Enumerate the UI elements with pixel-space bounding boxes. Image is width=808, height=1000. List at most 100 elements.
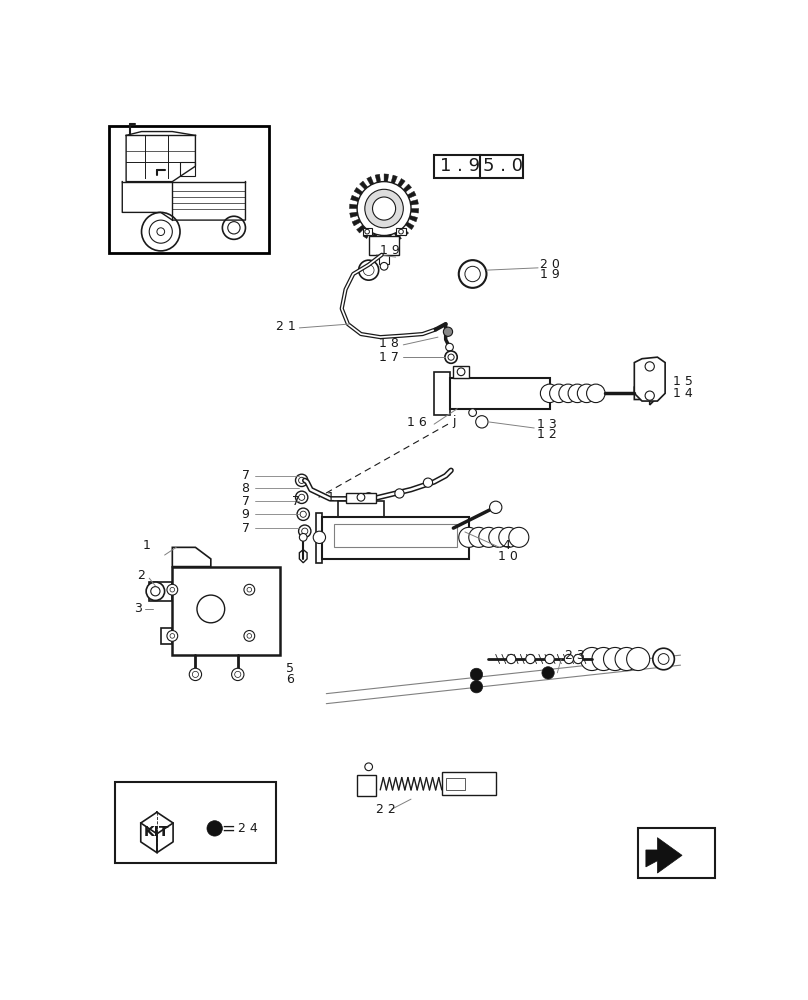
Circle shape	[659, 654, 669, 664]
Circle shape	[299, 494, 305, 500]
Polygon shape	[354, 187, 363, 195]
Polygon shape	[371, 233, 377, 242]
Circle shape	[197, 595, 225, 623]
Polygon shape	[388, 235, 393, 243]
Circle shape	[192, 671, 199, 677]
Circle shape	[151, 587, 160, 596]
Circle shape	[365, 229, 369, 234]
Circle shape	[365, 189, 403, 228]
Polygon shape	[410, 200, 419, 205]
Text: 5: 5	[286, 662, 294, 675]
Polygon shape	[407, 191, 416, 198]
Polygon shape	[434, 372, 449, 415]
Polygon shape	[391, 175, 398, 184]
Circle shape	[564, 654, 574, 664]
Circle shape	[604, 647, 627, 671]
Bar	[334, 524, 457, 547]
Circle shape	[615, 647, 638, 671]
Text: 2 1: 2 1	[276, 320, 296, 333]
Bar	[363, 228, 372, 235]
Circle shape	[526, 654, 535, 664]
Bar	[453, 366, 469, 378]
Circle shape	[507, 654, 516, 664]
Text: 7: 7	[242, 495, 250, 508]
Polygon shape	[394, 232, 402, 241]
Bar	[346, 493, 377, 503]
Circle shape	[170, 634, 175, 638]
Text: 5 . 0: 5 . 0	[482, 157, 523, 175]
Circle shape	[448, 354, 454, 360]
Text: 2: 2	[137, 569, 145, 582]
Polygon shape	[360, 181, 368, 189]
Circle shape	[299, 477, 305, 483]
Text: 7: 7	[292, 495, 300, 508]
Polygon shape	[406, 222, 414, 230]
Bar	[434, 155, 523, 178]
Text: 1 4: 1 4	[673, 387, 692, 400]
Polygon shape	[380, 235, 384, 243]
Circle shape	[357, 493, 365, 501]
Bar	[638, 828, 715, 878]
Polygon shape	[375, 174, 381, 183]
Circle shape	[574, 654, 583, 664]
Bar	[446, 778, 465, 790]
Circle shape	[542, 667, 554, 679]
Circle shape	[541, 384, 559, 403]
Polygon shape	[351, 195, 360, 202]
Polygon shape	[161, 628, 172, 644]
Circle shape	[645, 362, 654, 371]
Text: 7: 7	[242, 469, 250, 482]
Polygon shape	[349, 204, 357, 209]
Circle shape	[470, 681, 482, 693]
Text: 4: 4	[502, 539, 510, 552]
Circle shape	[297, 508, 309, 520]
Text: 1 7: 1 7	[379, 351, 398, 364]
Circle shape	[627, 647, 650, 671]
Polygon shape	[384, 174, 389, 182]
Circle shape	[357, 182, 411, 235]
Text: j: j	[452, 415, 456, 428]
Circle shape	[234, 671, 241, 677]
Circle shape	[549, 384, 568, 403]
Text: 1 5: 1 5	[673, 375, 692, 388]
Circle shape	[207, 821, 222, 836]
Bar	[109, 126, 269, 253]
Circle shape	[247, 634, 251, 638]
Bar	[397, 228, 406, 235]
Circle shape	[545, 654, 554, 664]
Circle shape	[296, 491, 308, 503]
Text: 1 0: 1 0	[498, 550, 518, 563]
Circle shape	[395, 489, 404, 498]
Circle shape	[146, 582, 165, 600]
Circle shape	[470, 668, 482, 681]
Circle shape	[364, 493, 373, 502]
Polygon shape	[356, 225, 365, 233]
Circle shape	[645, 391, 654, 400]
Circle shape	[365, 763, 372, 771]
Circle shape	[314, 531, 326, 544]
Polygon shape	[149, 582, 172, 601]
Circle shape	[301, 528, 308, 534]
Circle shape	[446, 343, 453, 351]
Polygon shape	[352, 219, 360, 226]
Circle shape	[398, 229, 403, 234]
Text: 1 9: 1 9	[381, 244, 400, 257]
Circle shape	[423, 478, 432, 487]
Text: KIT: KIT	[144, 825, 170, 839]
Circle shape	[489, 527, 509, 547]
Text: 2 3: 2 3	[565, 649, 585, 662]
Circle shape	[300, 511, 306, 517]
Polygon shape	[398, 179, 405, 187]
Polygon shape	[357, 774, 377, 796]
Polygon shape	[403, 184, 411, 192]
Circle shape	[296, 474, 308, 487]
Circle shape	[167, 584, 178, 595]
Circle shape	[445, 351, 457, 363]
Circle shape	[372, 197, 396, 220]
Circle shape	[469, 527, 489, 547]
Polygon shape	[363, 230, 371, 239]
Bar	[379, 255, 389, 264]
Circle shape	[490, 501, 502, 513]
Polygon shape	[367, 177, 374, 185]
Bar	[180, 162, 196, 176]
